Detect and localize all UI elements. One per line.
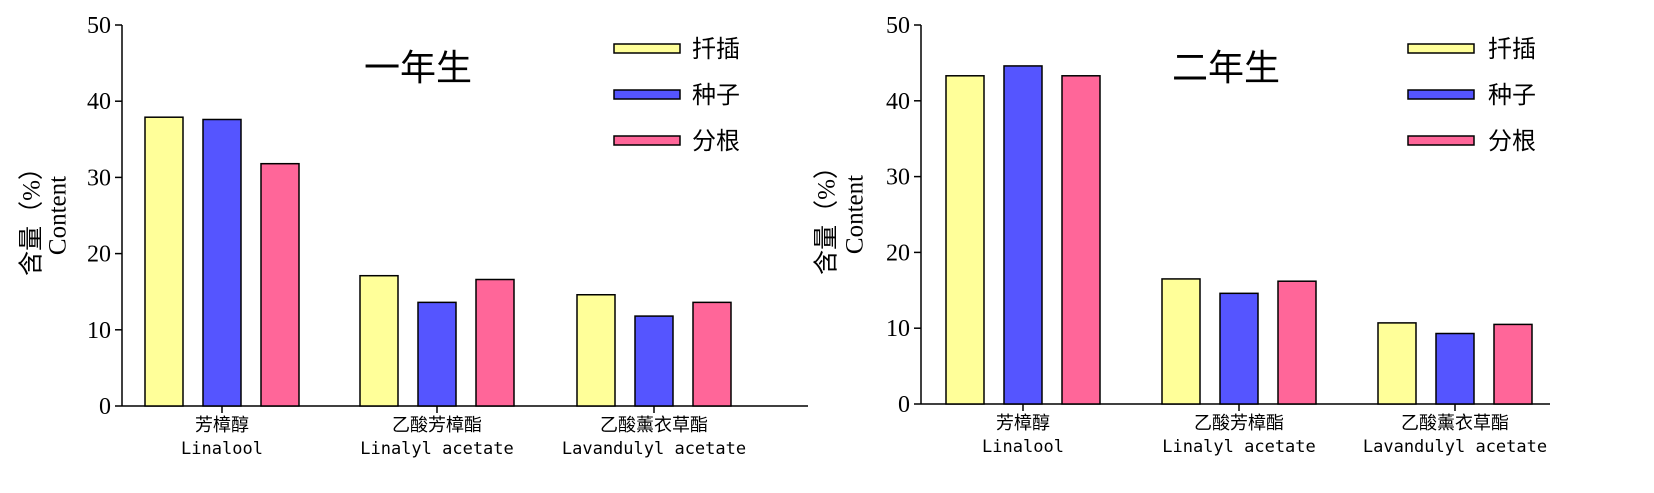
legend-label: 扦插 — [1488, 36, 1536, 63]
legend-swatch — [613, 43, 681, 54]
legend-label: 扦插 — [692, 36, 740, 63]
bar — [692, 301, 732, 407]
bar — [144, 116, 184, 407]
bar — [417, 301, 457, 407]
bar — [475, 278, 515, 407]
legend-swatch — [613, 135, 681, 146]
bar — [1493, 323, 1533, 405]
y-axis-label-en: Content — [45, 176, 72, 255]
bar — [260, 162, 300, 407]
legend-swatch — [1407, 89, 1475, 100]
bar — [359, 274, 399, 407]
legend-label: 种子 — [1488, 82, 1536, 109]
y-tick-label: 0 — [898, 392, 910, 418]
x-tick-label-cn: 乙酸芳樟酯 — [1194, 413, 1284, 433]
legend-label: 分根 — [1488, 128, 1536, 155]
x-tick-label-en: Lavandulyl acetate — [562, 439, 746, 459]
y-tick-label: 10 — [886, 316, 910, 342]
bar — [1003, 65, 1043, 405]
legend-label: 分根 — [692, 128, 740, 155]
bar — [945, 75, 985, 405]
y-tick-label: 20 — [87, 242, 111, 268]
chart-panel-2: 0 10 20 30 40 50 含量（%） Content 芳樟醇 Linalool 乙酸芳樟酯 L… — [813, 13, 1550, 457]
y-tick-label: 0 — [99, 394, 111, 420]
bar — [1061, 75, 1101, 405]
x-tick-label-cn: 芳樟醇 — [996, 413, 1050, 433]
x-tick-label-cn: 芳樟醇 — [195, 415, 249, 435]
bar — [1377, 322, 1417, 405]
bar — [634, 315, 674, 407]
x-tick-label-en: Lavandulyl acetate — [1363, 437, 1547, 457]
bar — [576, 293, 616, 407]
x-tick-label-cn: 乙酸薰衣草酯 — [1401, 413, 1509, 433]
x-tick-label-cn: 乙酸薰衣草酯 — [600, 415, 708, 435]
legend-swatch — [1407, 135, 1475, 146]
bar — [1435, 332, 1475, 405]
y-tick-label: 20 — [886, 240, 910, 266]
chart-panel-1: 0 10 20 30 40 50 含量（%） Content 芳樟醇 Linalool 乙酸芳樟酯 L… — [18, 13, 808, 459]
y-tick-label: 10 — [87, 318, 111, 344]
bar — [202, 118, 242, 407]
y-tick-label: 50 — [886, 13, 910, 39]
y-tick-label: 40 — [886, 89, 910, 115]
y-tick-label: 30 — [87, 165, 111, 191]
bar — [1219, 292, 1259, 405]
legend-swatch — [613, 89, 681, 100]
x-tick-label-en: Linalool — [181, 439, 263, 459]
bar — [1277, 280, 1317, 405]
y-axis-label-cn: 含量（%） — [18, 155, 46, 276]
bar — [1161, 278, 1201, 405]
y-tick-label: 40 — [87, 89, 111, 115]
y-axis-label-en: Content — [842, 175, 869, 254]
chart-title: 一年生 — [364, 48, 472, 88]
legend-label: 种子 — [692, 82, 740, 109]
y-tick-label: 30 — [886, 165, 910, 191]
x-tick-label-cn: 乙酸芳樟酯 — [392, 415, 482, 435]
x-tick-label-en: Linalyl acetate — [1162, 437, 1316, 457]
chart-title: 二年生 — [1172, 48, 1280, 88]
y-tick-label: 50 — [87, 13, 111, 39]
y-axis-label-cn: 含量（%） — [813, 154, 841, 275]
legend-swatch — [1407, 43, 1475, 54]
x-tick-label-en: Linalool — [982, 437, 1064, 457]
x-tick-label-en: Linalyl acetate — [360, 439, 514, 459]
